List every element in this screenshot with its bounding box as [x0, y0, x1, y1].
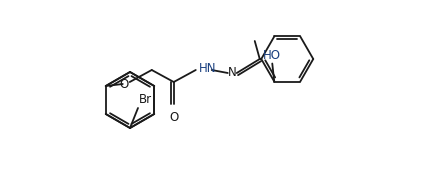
Text: N: N	[228, 66, 236, 79]
Text: O: O	[169, 111, 178, 124]
Text: O: O	[119, 78, 128, 90]
Text: HN: HN	[199, 63, 216, 75]
Text: HO: HO	[263, 48, 281, 62]
Text: Br: Br	[139, 93, 152, 106]
